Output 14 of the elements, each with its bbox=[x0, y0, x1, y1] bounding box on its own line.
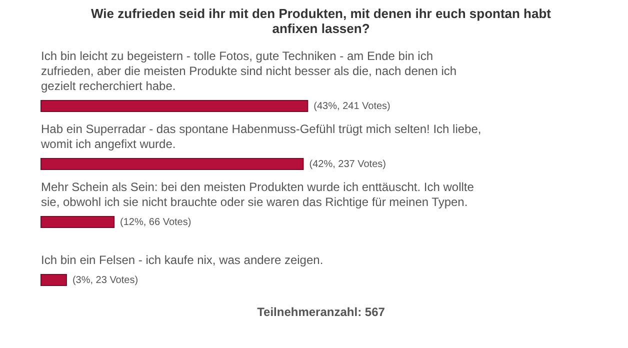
chart-title: Wie zufrieden seid ihr mit den Produkten, mit denen ihr euch spontan habt anfixen lassen? bbox=[91, 6, 552, 36]
data-label: (42%, 237 Votes) bbox=[309, 159, 386, 170]
annotation: Teilnehmeranzahl: 567 bbox=[257, 305, 386, 319]
bar bbox=[40, 274, 67, 286]
y-tick-label: Hab ein Superradar - das spontane Habenmuss-Gefühl trügt mich selten! Ich liebe, womit ich angefixt wurde. bbox=[40, 122, 482, 151]
data-label: (3%, 23 Votes) bbox=[72, 275, 138, 286]
bar bbox=[40, 158, 304, 170]
bar bbox=[40, 100, 308, 112]
data-label: (43%, 241 Votes) bbox=[314, 101, 390, 112]
y-tick-label: Mehr Schein als Sein: bei den meisten Produkten wurde ich enttäuscht. Ich wollte sie, obwohl ich sie nicht brauchte oder sie waren das Richtige für meinen Typen. bbox=[41, 180, 474, 209]
data-label: (12%, 66 Votes) bbox=[120, 217, 192, 228]
y-tick-label: Ich bin leicht zu begeistern - tolle Fotos, gute Techniken - am Ende bin ich zufrieden, aber die meisten Produkte sind nicht besser als die, nach denen ich gezielt recherchiert habe. bbox=[41, 49, 457, 93]
y-tick-label: Ich bin ein Felsen - ich kaufe nix, was andere zeigen. bbox=[41, 253, 324, 267]
bar bbox=[40, 216, 115, 228]
